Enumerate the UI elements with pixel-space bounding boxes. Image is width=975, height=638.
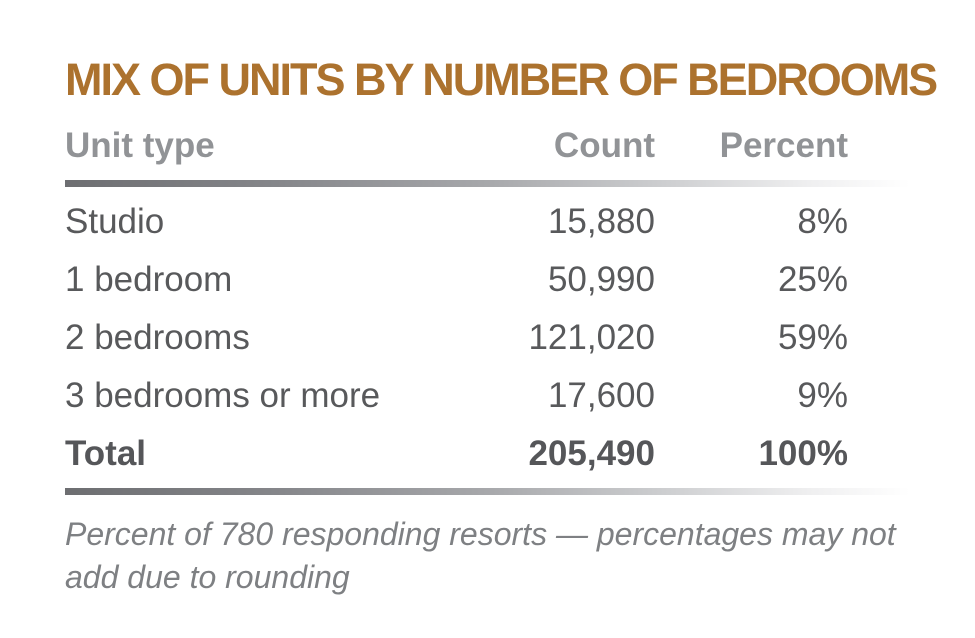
divider-bottom <box>65 488 910 495</box>
column-header-unit-type: Unit type <box>65 126 215 165</box>
unit-type-cell: 3 bedrooms or more <box>65 376 381 415</box>
table-row: 2 bedrooms 121,020 59% <box>65 309 848 367</box>
unit-type-cell: 1 bedroom <box>65 260 233 299</box>
table-row: Studio 15,880 8% <box>65 193 848 251</box>
count-cell: 121,020 <box>528 318 655 357</box>
total-label-cell: Total <box>65 434 147 473</box>
figure-content: MIX OF UNITS BY NUMBER OF BEDROOMS Unit … <box>65 54 938 599</box>
footnote-text: Percent of 780 responding resorts — perc… <box>65 516 896 595</box>
count-cell: 17,600 <box>547 376 655 415</box>
percent-cell: 25% <box>777 260 848 299</box>
column-header-percent: Percent <box>719 126 848 165</box>
percent-cell: 8% <box>797 202 848 241</box>
unit-type-cell: Studio <box>65 202 165 241</box>
table-body: Studio 15,880 8% 1 bedroom 50,990 25% 2 … <box>65 193 910 483</box>
percent-cell: 59% <box>777 318 848 357</box>
figure-title: MIX OF UNITS BY NUMBER OF BEDROOMS <box>65 54 938 105</box>
table-header-row: Unit type Count Percent <box>65 126 848 166</box>
column-header-count: Count <box>553 126 655 165</box>
table-row: 3 bedrooms or more 17,600 9% <box>65 367 848 425</box>
total-percent-cell: 100% <box>758 434 848 473</box>
unit-type-cell: 2 bedrooms <box>65 318 250 357</box>
count-cell: 50,990 <box>547 260 655 299</box>
total-count-cell: 205,490 <box>528 434 655 473</box>
percent-cell: 9% <box>797 376 848 415</box>
count-cell: 15,880 <box>547 202 655 241</box>
divider-top <box>65 180 910 187</box>
table-row: 1 bedroom 50,990 25% <box>65 251 848 309</box>
table-total-row: Total 205,490 100% <box>65 425 848 483</box>
